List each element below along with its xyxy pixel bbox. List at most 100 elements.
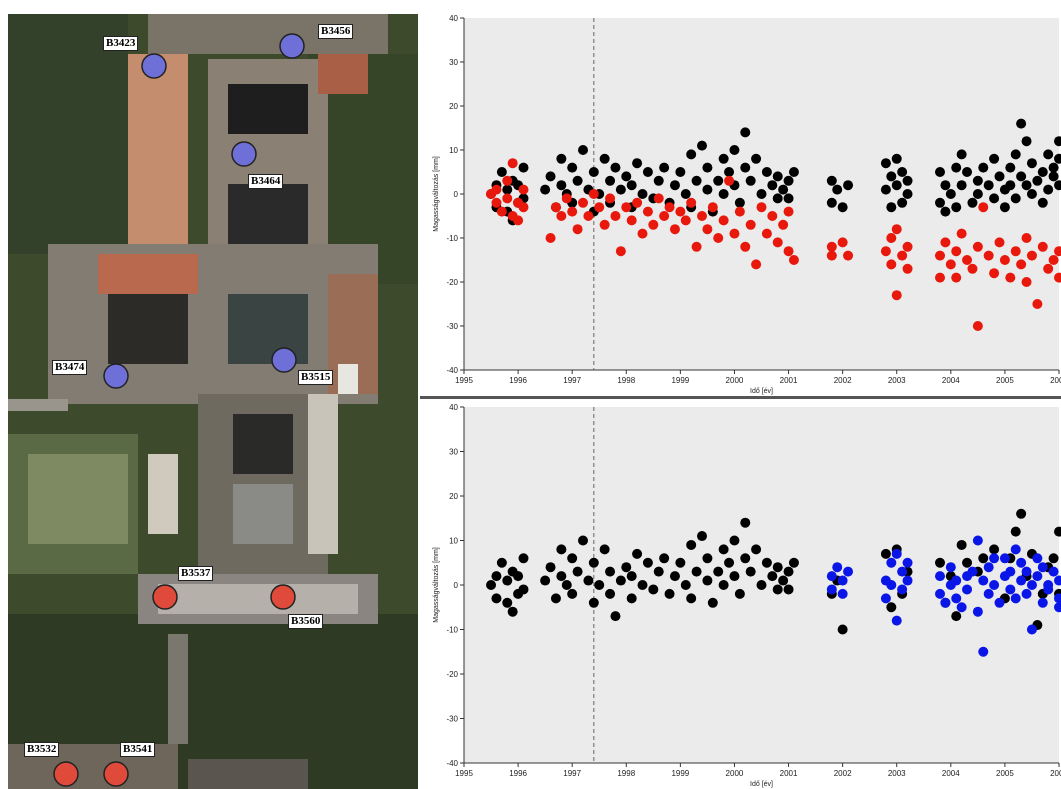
- data-point: [935, 167, 945, 177]
- data-point: [880, 184, 891, 195]
- data-point: [491, 197, 502, 208]
- x-axis-label: Idő [év]: [750, 781, 773, 788]
- y-tick-label: 40: [449, 403, 458, 412]
- y-tick-label: -10: [446, 234, 458, 243]
- data-point: [994, 597, 1005, 608]
- data-point: [745, 566, 756, 577]
- data-point: [783, 566, 794, 577]
- data-point: [540, 575, 551, 586]
- data-point: [788, 255, 799, 265]
- map-point-b3560: [270, 584, 296, 610]
- data-point: [697, 211, 707, 221]
- data-point: [751, 259, 762, 270]
- y-axis-label: Magasságváltozás [mm]: [433, 156, 440, 232]
- data-point: [502, 184, 513, 195]
- data-point: [691, 566, 702, 577]
- data-point: [567, 206, 578, 217]
- aerial-map: B3423 B3456 B3464 B3474 B3515 B3537 B3560 B3532…: [8, 14, 418, 789]
- data-point: [642, 557, 653, 568]
- data-point: [756, 202, 767, 213]
- data-point: [637, 189, 648, 199]
- data-point: [1016, 557, 1027, 568]
- map-point-b3464: [231, 141, 257, 167]
- data-point: [561, 193, 572, 204]
- data-point: [664, 588, 675, 599]
- data-point: [496, 206, 507, 217]
- data-point: [826, 197, 837, 208]
- x-tick-label: 1997: [563, 376, 581, 385]
- data-point: [994, 237, 1005, 248]
- data-point: [599, 219, 610, 230]
- data-point: [518, 162, 529, 173]
- data-point: [989, 553, 1000, 564]
- data-point: [1048, 171, 1059, 182]
- data-point: [978, 553, 989, 564]
- data-point: [940, 206, 951, 217]
- data-point: [897, 566, 908, 577]
- data-point: [621, 202, 632, 213]
- data-point: [951, 162, 962, 173]
- data-point: [972, 606, 983, 617]
- data-point: [1032, 571, 1043, 582]
- data-point: [1054, 153, 1061, 164]
- data-point: [572, 566, 583, 577]
- data-point: [745, 219, 756, 230]
- y-tick-label: -30: [446, 322, 458, 331]
- data-point: [653, 193, 664, 204]
- data-point: [756, 580, 767, 590]
- data-point: [610, 211, 621, 221]
- data-point: [637, 580, 648, 590]
- data-point: [734, 197, 745, 208]
- data-point: [951, 575, 962, 586]
- data-point: [588, 557, 599, 568]
- data-point: [653, 175, 664, 186]
- y-tick-label: 20: [449, 492, 458, 501]
- data-point: [897, 167, 908, 177]
- data-point: [567, 162, 578, 173]
- x-tick-label: 2005: [996, 376, 1014, 385]
- y-tick-label: 30: [449, 58, 458, 67]
- data-point: [599, 544, 610, 555]
- data-point: [832, 184, 843, 195]
- y-tick-label: 10: [449, 537, 458, 546]
- data-point: [556, 544, 567, 555]
- data-point: [502, 597, 513, 608]
- x-tick-label: 2004: [942, 376, 960, 385]
- data-point: [962, 167, 973, 177]
- data-point: [837, 202, 848, 213]
- data-point: [967, 566, 978, 577]
- data-point: [680, 189, 691, 199]
- data-point: [642, 167, 653, 177]
- map-point-label: B3464: [248, 174, 284, 189]
- map-point-b3474: [103, 363, 129, 389]
- data-point: [978, 575, 989, 586]
- data-point: [513, 571, 524, 582]
- data-point: [702, 224, 713, 235]
- data-point: [605, 566, 616, 577]
- x-tick-label: 2000: [726, 376, 744, 385]
- data-point: [578, 535, 588, 546]
- data-point: [491, 184, 502, 195]
- data-point: [729, 535, 740, 546]
- y-tick-label: -20: [446, 670, 458, 679]
- data-point: [962, 557, 973, 568]
- data-point: [837, 624, 848, 635]
- data-point: [935, 197, 945, 208]
- data-point: [669, 571, 680, 582]
- data-point: [653, 566, 664, 577]
- data-point: [691, 241, 702, 252]
- map-point-label: B3423: [103, 36, 139, 51]
- data-point: [724, 167, 735, 177]
- data-point: [891, 548, 902, 559]
- data-point: [886, 557, 897, 568]
- data-point: [507, 606, 518, 617]
- data-point: [989, 268, 1000, 279]
- data-point: [713, 566, 724, 577]
- data-point: [778, 184, 789, 195]
- y-tick-label: -30: [446, 715, 458, 724]
- x-axis-label: Idő [év]: [750, 388, 773, 395]
- data-point: [713, 233, 724, 243]
- data-point: [632, 158, 643, 169]
- data-point: [935, 571, 945, 582]
- data-point: [486, 580, 497, 590]
